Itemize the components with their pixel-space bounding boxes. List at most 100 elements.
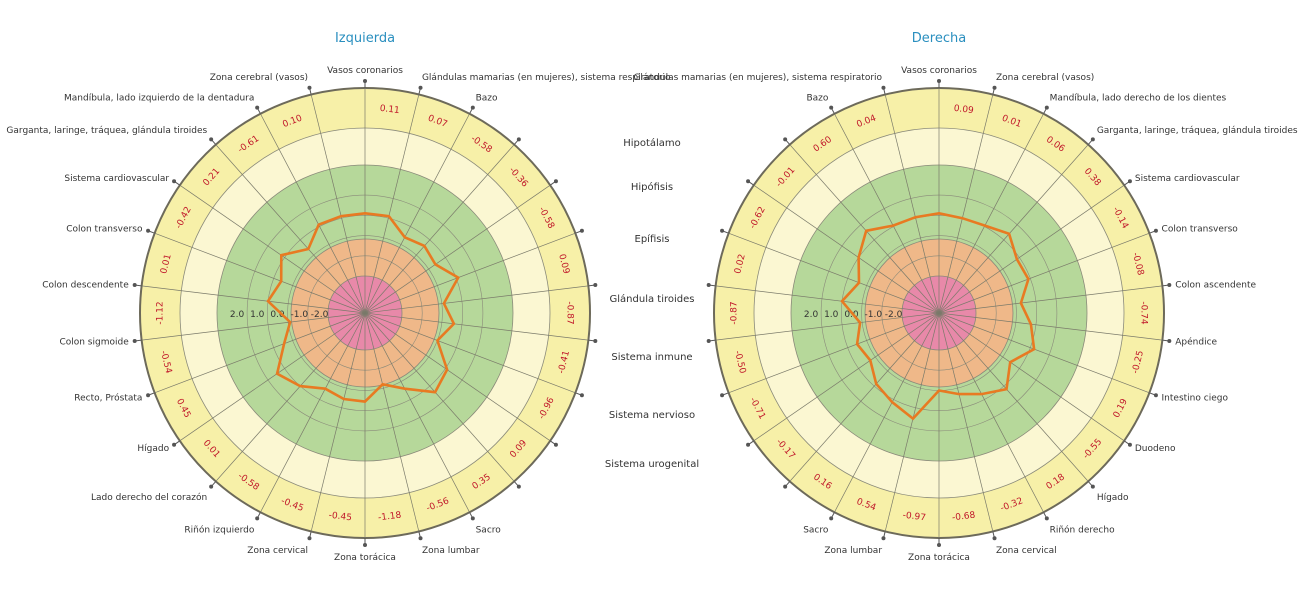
category-label: Riñón derecho xyxy=(1050,525,1115,536)
spoke-dot xyxy=(1090,484,1095,489)
spoke-line xyxy=(310,94,366,314)
system-label: Sistema nervioso xyxy=(609,410,695,421)
value-label: -0.87 xyxy=(565,301,575,324)
spoke-dot xyxy=(1153,228,1158,233)
spoke-dot xyxy=(706,283,711,288)
category-label: Zona torácica xyxy=(334,553,396,563)
spoke-dot xyxy=(746,442,751,447)
spoke-dot xyxy=(307,85,312,90)
category-label: Bazo xyxy=(476,93,498,103)
spoke-dot xyxy=(146,228,151,233)
spoke-line xyxy=(179,184,366,314)
series-line xyxy=(840,211,1036,421)
spoke-dot xyxy=(553,179,558,184)
category-label: Sistema cardiovascular xyxy=(1135,174,1240,184)
spoke-dot xyxy=(881,85,886,90)
spoke-line xyxy=(715,285,940,314)
category-label: Hígado xyxy=(1097,493,1129,503)
spoke-line xyxy=(364,144,515,314)
category-label: Duodeno xyxy=(1135,444,1176,454)
spoke-line xyxy=(938,312,1150,394)
spoke-line xyxy=(938,232,1150,314)
spoke-dot xyxy=(363,543,367,547)
spoke-line xyxy=(884,94,940,314)
spoke-line xyxy=(938,312,1163,341)
category-label: Riñón izquierdo xyxy=(184,525,254,536)
value-label: -0.68 xyxy=(952,511,977,524)
category-label: Colon descendente xyxy=(42,280,129,290)
spoke-line xyxy=(938,285,1163,314)
chart-title: Derecha xyxy=(912,31,966,46)
spoke-line xyxy=(310,312,366,532)
category-label: Lado derecho del corazón xyxy=(91,492,207,503)
category-label: Garganta, laringe, tráquea, glándula tir… xyxy=(1097,126,1298,136)
spoke-line xyxy=(364,184,551,314)
spoke-line xyxy=(938,312,994,532)
category-label: Glándulas mamarias (en mujeres), sistema… xyxy=(633,73,882,83)
center-system-labels: Hipotálamo Hipófisis Epífisis Glándula tiro… xyxy=(605,137,699,470)
spoke-dot xyxy=(1153,393,1158,398)
category-label: Colon transverso xyxy=(1162,225,1239,235)
spoke-line xyxy=(938,312,1044,513)
chart-title: Izquierda xyxy=(335,31,395,46)
spoke-line xyxy=(938,312,1089,482)
ring-scale-label: 2.0 xyxy=(804,310,819,320)
category-label: Zona lumbar xyxy=(422,546,480,556)
spoke-dot xyxy=(470,516,475,521)
spoke-dot xyxy=(132,338,137,343)
spoke-line xyxy=(834,312,940,513)
category-label: Sacro xyxy=(803,526,829,536)
spoke-line xyxy=(215,312,366,482)
spoke-dot xyxy=(1167,283,1172,288)
spoke-dot xyxy=(516,484,521,489)
spoke-line xyxy=(364,94,420,314)
spoke-line xyxy=(938,144,1089,314)
category-label: Sistema cardiovascular xyxy=(64,174,169,184)
spoke-dot xyxy=(363,79,367,83)
category-label: Vasos coronarios xyxy=(901,66,977,76)
spoke-line xyxy=(364,312,515,482)
spoke-dot xyxy=(720,228,725,233)
spoke-line xyxy=(364,312,470,513)
spoke-dot xyxy=(132,283,137,288)
value-label: 0.02 xyxy=(733,253,747,275)
spoke-line xyxy=(215,144,366,314)
ring-scale-label: -2.0 xyxy=(885,310,903,320)
spoke-dot xyxy=(937,79,941,83)
spoke-line xyxy=(789,312,940,482)
spoke-line xyxy=(154,232,366,314)
category-label: Mandíbula, lado izquierdo de la dentadur… xyxy=(64,93,254,103)
spoke-line xyxy=(884,312,940,532)
category-label: Recto, Próstata xyxy=(74,392,142,403)
spoke-dot xyxy=(829,105,834,110)
spoke-dot xyxy=(1127,179,1132,184)
spoke-dot xyxy=(593,283,598,288)
ring-scale-label: 1.0 xyxy=(824,310,839,320)
spoke-line xyxy=(260,312,366,513)
spoke-dot xyxy=(937,543,941,547)
value-label: -0.87 xyxy=(730,301,740,324)
spoke-dot xyxy=(146,393,151,398)
value-label: 0.01 xyxy=(159,253,173,275)
category-label: Colon transverso xyxy=(66,225,143,235)
spoke-line xyxy=(141,312,366,341)
spoke-dot xyxy=(579,228,584,233)
spoke-dot xyxy=(209,137,214,142)
system-label: Glándula tiroides xyxy=(610,293,695,305)
spoke-dot xyxy=(1127,442,1132,447)
spoke-line xyxy=(364,232,576,314)
value-label: 0.09 xyxy=(556,253,571,275)
category-label: Colon sigmoide xyxy=(59,338,129,348)
spoke-line xyxy=(938,312,1125,442)
spoke-line xyxy=(938,113,1044,314)
spoke-dot xyxy=(418,536,423,541)
spoke-line xyxy=(154,312,366,394)
category-label: Colon ascendente xyxy=(1175,280,1256,290)
category-label: Bazo xyxy=(806,93,828,103)
value-label: 0.09 xyxy=(953,104,974,116)
value-label: -0.74 xyxy=(1139,301,1149,325)
spoke-dot xyxy=(516,137,521,142)
spoke-dot xyxy=(172,442,177,447)
spoke-line xyxy=(728,232,940,314)
